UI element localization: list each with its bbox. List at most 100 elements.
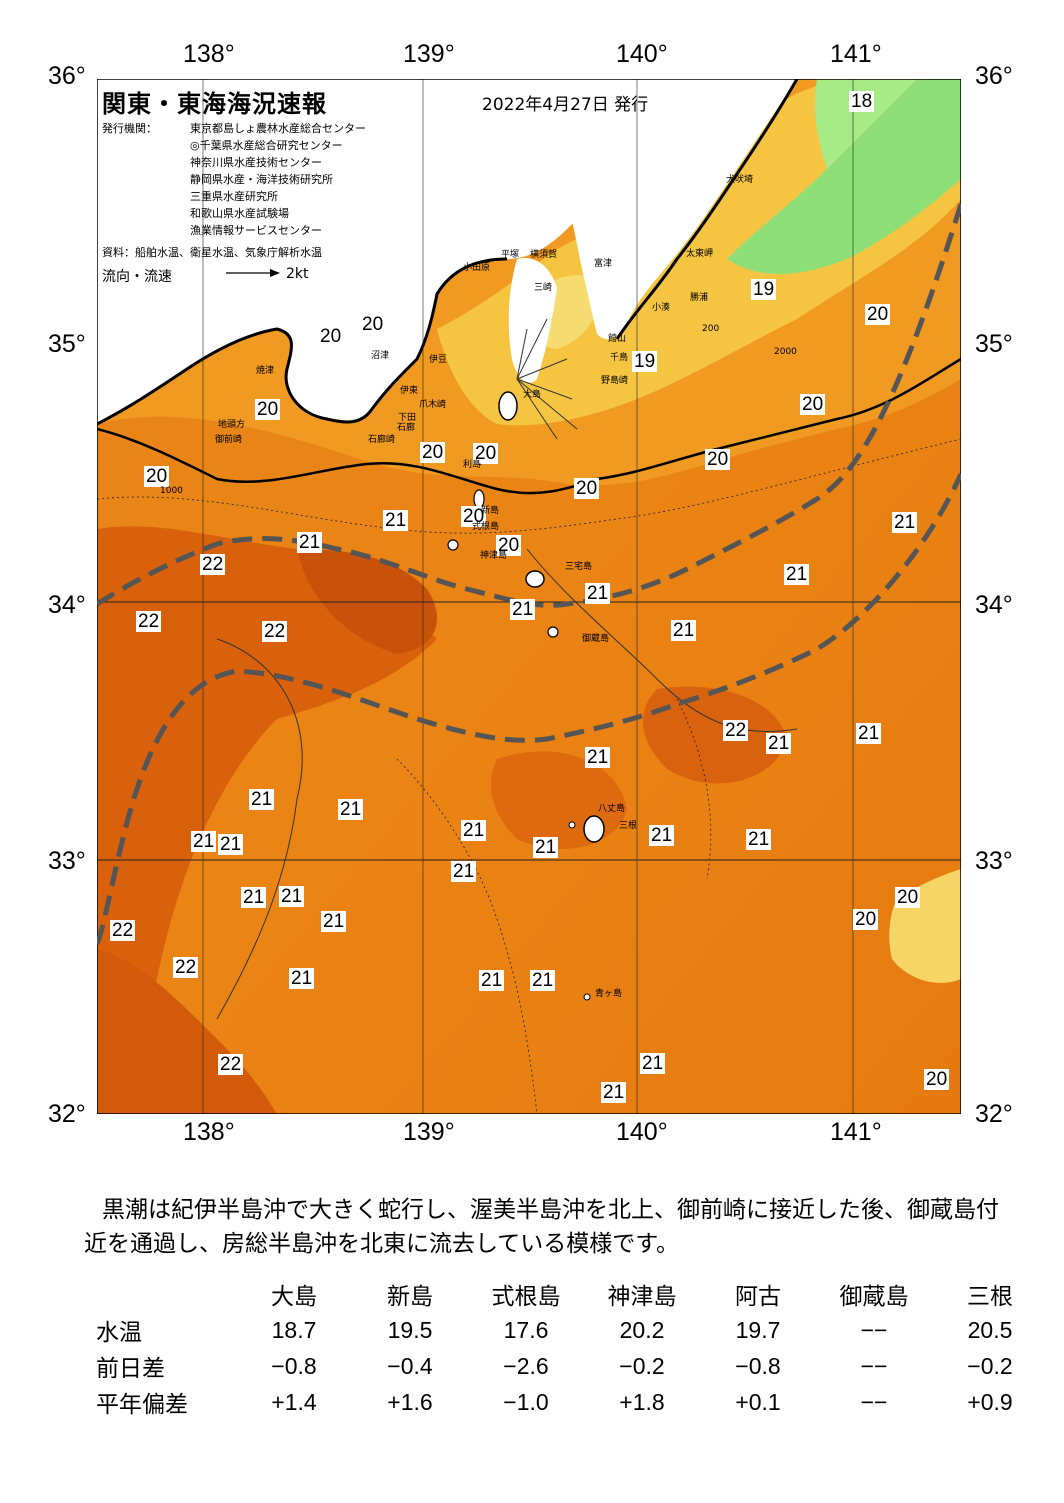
table-cell: 19.7 [735,1316,781,1343]
temp-label: 21 [338,799,364,820]
coastline-boso [615,79,799,340]
island-oshima [498,391,518,421]
column-header: 神津島 [607,1284,677,1310]
map-canvas [97,79,961,1114]
column-header: 阿古 [735,1284,781,1310]
temp-label: 20 [865,304,891,325]
temp-label: 20 [853,909,879,930]
table-cell: −0.8 [271,1352,317,1379]
place-label: 御蔵島 [582,634,610,644]
lon-tick-bottom-138: 138° [183,1118,235,1146]
sea-temperature-map: 138° 139° 140° 141° 138° 139° 140° 141° … [48,40,1013,1146]
temp-label: 22 [136,611,162,632]
place-label: 焼津 [256,366,275,376]
kuroshio-axis-north [97,203,961,608]
issuer-item: 神奈川県水産技術センター [190,156,322,169]
temp-label: 20 [705,449,731,470]
temp-label: 22 [262,621,288,642]
temp-label: 21 [766,733,792,754]
temp-label: 21 [784,564,810,585]
row-header: 水温 [96,1320,142,1346]
land-boso-kanto [563,79,797,340]
temp-label: 20 [473,443,499,464]
depth-label: 200 [702,324,720,334]
table-cell: 18.7 [271,1316,317,1343]
flow-legend-unit: 2kt [286,266,309,282]
island-kozushima [447,539,459,551]
place-label: 横須賀 [530,250,558,260]
temp-label: 21 [297,532,323,553]
table-cell: −− [860,1388,888,1415]
lon-tick-bottom-140: 140° [616,1118,668,1146]
current-vectors [516,318,578,440]
temp-label: 20 [255,399,281,420]
flow-legend-arrow-icon [226,269,280,277]
lat-tick-left-35: 35° [48,330,86,358]
table-corner [96,1276,236,1312]
land-izu-peninsula [508,258,557,383]
place-label: 館山 [608,334,627,344]
temp-label: 22 [173,957,199,978]
summary-text: 黒潮は紀伊半島沖で大きく蛇行し、渥美半島沖を北上、御前崎に接近した後、御蔵島付近… [84,1197,999,1257]
row-header: 平年偏差 [96,1392,188,1418]
column-header: 御蔵島 [839,1284,909,1310]
place-label: 三根 [619,821,638,831]
temp-label: 22 [218,1054,244,1075]
temp-label: 21 [585,747,611,768]
place-label: 式根島 [472,522,500,532]
coastline-west [97,257,508,426]
issuer-item: 静岡県水産・海洋技術研究所 [190,173,333,186]
issuer-list: 東京都島しょ農林水産総合センター ◎千葉県水産総合研究センター 神奈川県水産技術… [190,120,366,239]
table-row: 前日差 −0.8 −0.4 −2.6 −0.2 −0.8 −− −0.2 [96,1348,1048,1384]
table-row: 水温 18.7 19.5 17.6 20.2 19.7 −− 20.5 [96,1312,1048,1348]
table-row: 平年偏差 +1.4 +1.6 −1.0 +1.8 +0.1 −− +0.9 [96,1384,1048,1420]
table-cell: −1.0 [503,1388,549,1415]
depth-label: 1000 [160,486,183,496]
place-label: 太東岬 [686,249,714,259]
place-label: 三宅島 [565,562,593,572]
temp-label: 20 [924,1069,950,1090]
flow-legend-label: 流向・流速 [102,269,172,285]
table-cell: +0.1 [735,1388,781,1415]
temp-label: 21 [249,789,275,810]
island-aogashima [583,993,591,1001]
lat-tick-right-35: 35° [975,330,1013,358]
temp-label: 22 [110,920,136,941]
row-header: 前日差 [96,1356,165,1382]
temp-label: 21 [191,831,217,852]
place-label: 野島崎 [601,376,629,386]
place-label: 沼津 [371,351,390,361]
temp-label: 20 [360,314,386,335]
lat-tick-left-32: 32° [48,1100,86,1128]
isotherm-20 [97,357,961,495]
temp-label: 19 [751,279,777,300]
place-label: 地頭方 [218,420,246,430]
temp-label: 21 [649,825,675,846]
observation-table: 大島 新島 式根島 神津島 阿古 御蔵島 三根 水温 18.7 19.5 17.… [96,1276,1048,1420]
column-header: 三根 [967,1284,1013,1310]
table-cell: 20.2 [619,1316,665,1343]
place-label: 御前崎 [215,435,243,445]
lat-tick-left-34: 34° [48,591,86,619]
depth-contour-2000 [396,758,538,1114]
temp-label: 20 [574,478,600,499]
place-label: 八丈島 [598,804,626,814]
column-header: 新島 [387,1284,433,1310]
table-cell: −2.6 [503,1352,549,1379]
column-header: 式根島 [491,1284,561,1310]
temp-label: 21 [451,861,477,882]
table-cell: +0.9 [967,1388,1013,1415]
temp-label: 21 [856,723,882,744]
issuer-item: ◎千葉県水産総合研究センター [190,139,343,152]
table-cell: +1.4 [271,1388,317,1415]
table-cell: −0.2 [967,1352,1013,1379]
cold-water-18-north [815,79,917,169]
issuer-item: 三重県水産研究所 [190,190,278,203]
temp-label: 21 [601,1082,627,1103]
temp-label: 21 [892,512,918,533]
temp-label: 21 [640,1053,666,1074]
issue-date: 2022年4月27日 発行 [482,95,649,115]
table-cell: 17.6 [503,1316,549,1343]
lat-tick-right-36: 36° [975,62,1013,90]
warm-water-west [97,526,437,1114]
